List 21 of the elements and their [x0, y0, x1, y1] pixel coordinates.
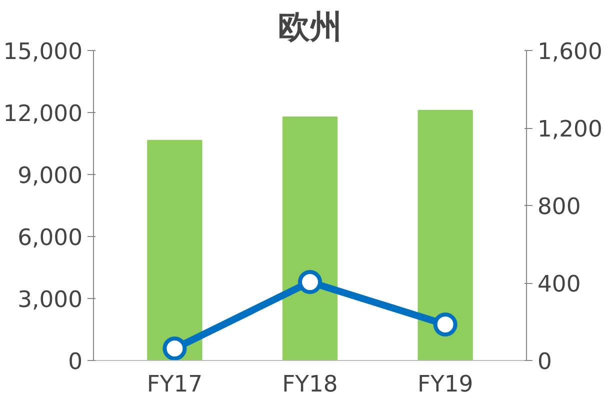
y-tick-label: 15,000	[3, 39, 83, 65]
point	[162, 336, 187, 360]
y-tick-label: 3,000	[18, 287, 83, 313]
chart-title: 欧州	[278, 8, 342, 46]
x-tick-label: FY18	[282, 372, 338, 398]
bar	[418, 110, 473, 360]
point	[298, 270, 322, 294]
y-tick-label: 9,000	[18, 163, 83, 189]
y-tick-label: 6,000	[18, 225, 83, 251]
x-tick-label: FY17	[146, 372, 203, 398]
y2-tick-label: 400	[538, 272, 581, 298]
y2-tick-label: 0	[538, 349, 552, 375]
y-tick-label: 12,000	[3, 101, 83, 127]
y2-tick-label: 800	[538, 194, 581, 220]
x-tick-label: FY19	[417, 372, 474, 398]
bar	[282, 116, 338, 360]
bar	[147, 140, 202, 360]
y2-tick-label: 1,600	[538, 39, 602, 65]
y2-tick-label: 1,200	[538, 116, 602, 142]
point	[433, 312, 458, 336]
y-tick-label: 0	[68, 349, 83, 375]
